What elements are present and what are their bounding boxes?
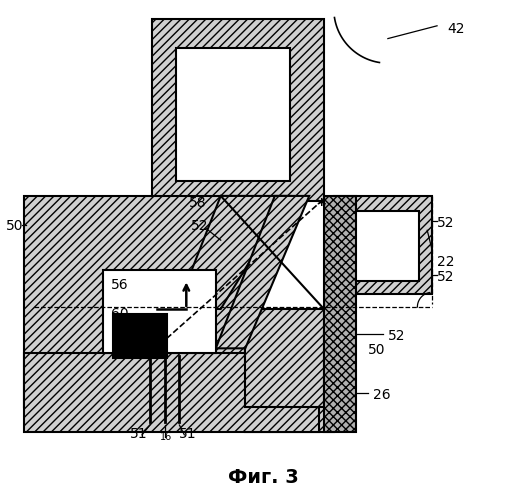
Text: Фиг. 3: Фиг. 3 xyxy=(228,468,298,487)
Bar xyxy=(113,314,167,358)
Text: 58: 58 xyxy=(189,196,207,210)
Text: 50: 50 xyxy=(6,218,24,232)
Bar xyxy=(152,19,324,201)
Text: 51: 51 xyxy=(179,427,197,441)
Bar xyxy=(349,210,419,282)
Text: 50: 50 xyxy=(368,344,386,357)
Text: 42: 42 xyxy=(447,22,464,36)
Text: 56: 56 xyxy=(110,278,128,291)
Text: 22: 22 xyxy=(437,255,454,269)
Text: 60: 60 xyxy=(110,307,128,321)
Polygon shape xyxy=(245,309,324,408)
Bar xyxy=(245,309,334,432)
Bar xyxy=(24,353,319,432)
Polygon shape xyxy=(216,196,309,348)
Text: 52: 52 xyxy=(191,218,209,232)
Bar xyxy=(334,196,432,294)
Polygon shape xyxy=(176,196,289,309)
Text: 52: 52 xyxy=(437,216,454,230)
Bar xyxy=(324,196,357,432)
Text: 26: 26 xyxy=(373,388,391,402)
Bar xyxy=(24,196,245,408)
Text: 16: 16 xyxy=(160,432,172,442)
Text: *: * xyxy=(316,196,326,215)
Bar xyxy=(103,270,216,353)
Text: 51: 51 xyxy=(130,427,148,441)
Text: 52: 52 xyxy=(388,328,406,342)
Bar xyxy=(176,48,289,181)
Text: 52: 52 xyxy=(437,270,454,283)
